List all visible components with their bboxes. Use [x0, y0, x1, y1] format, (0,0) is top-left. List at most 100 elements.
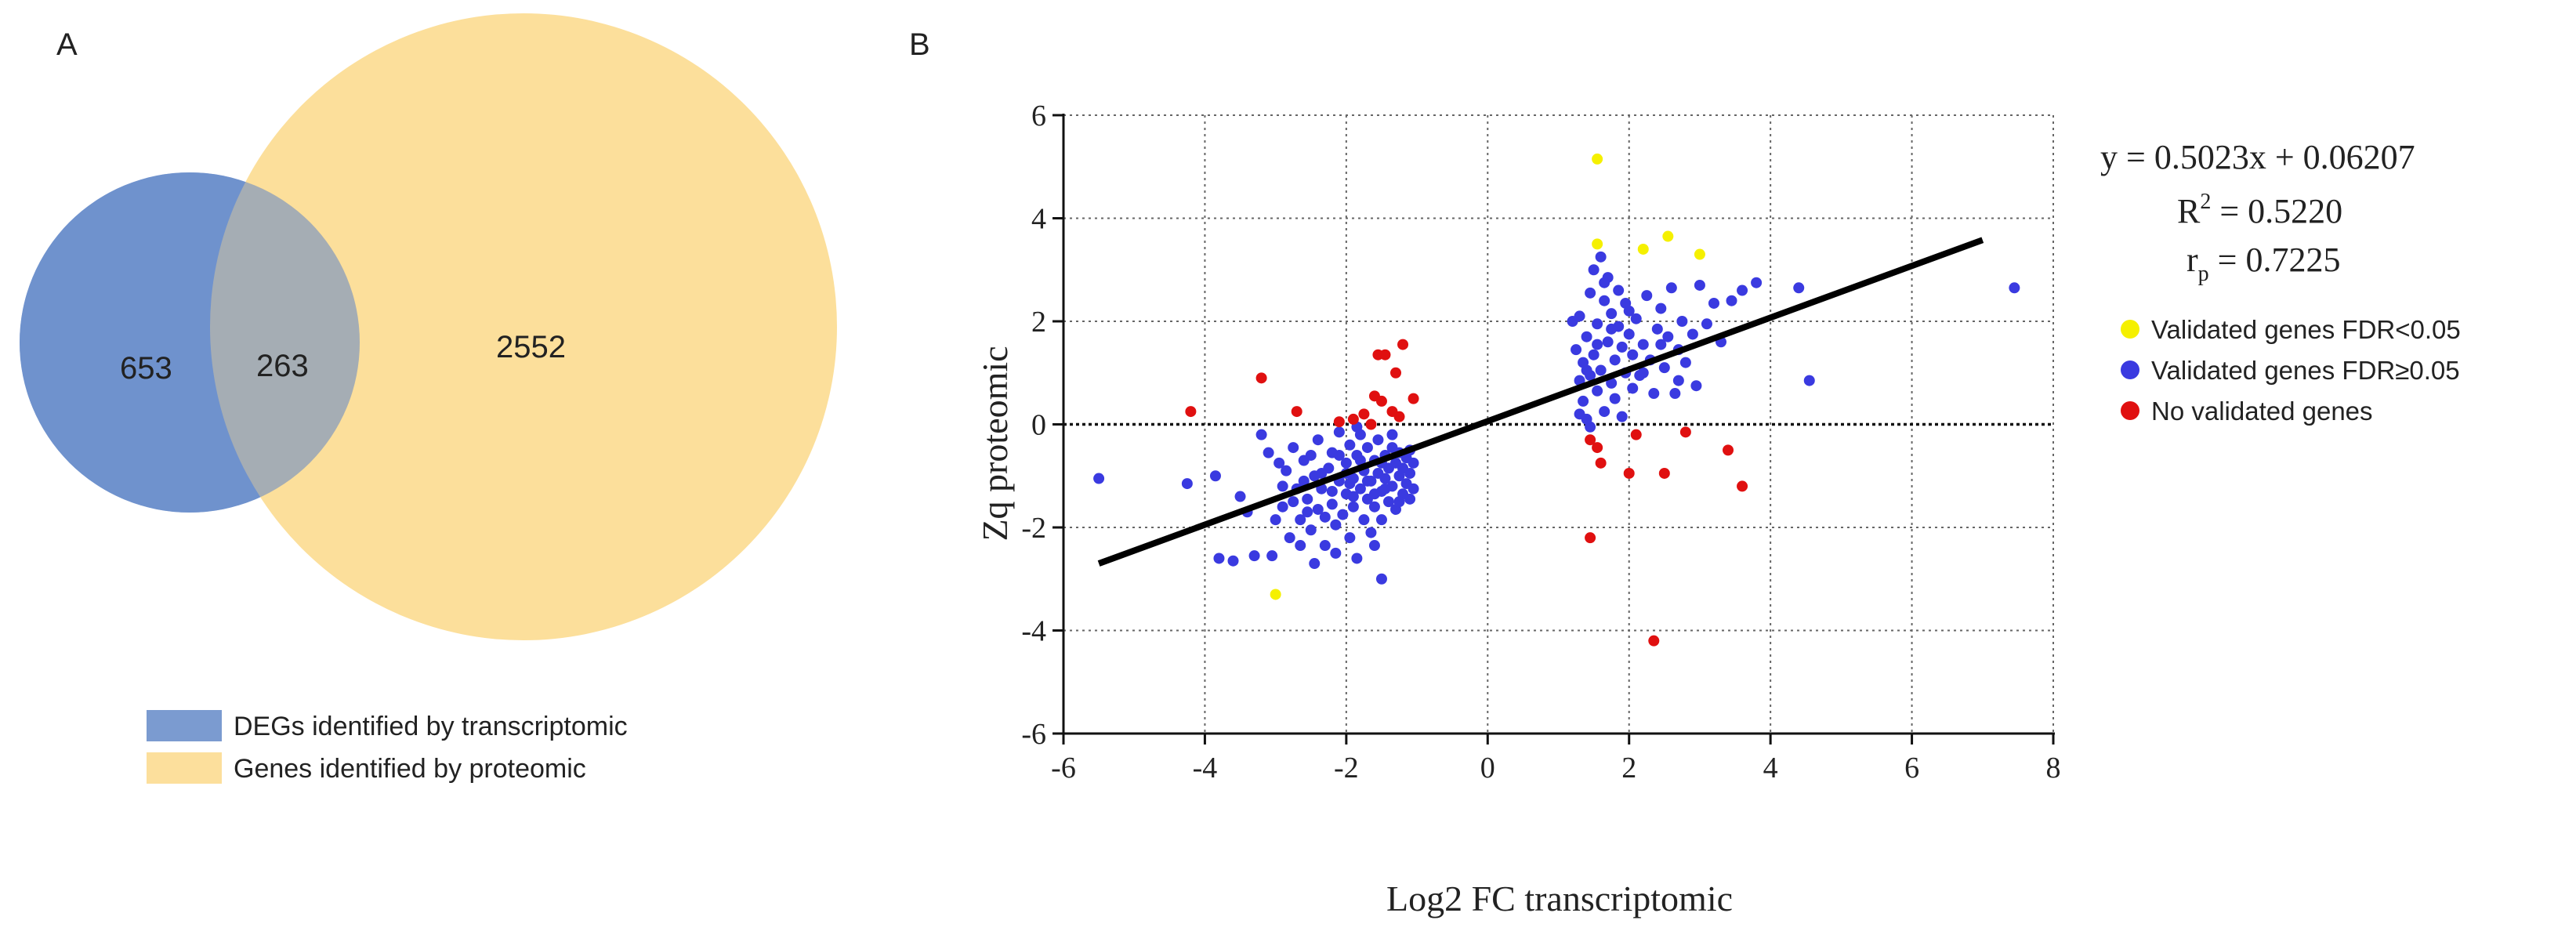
- data-point: [1354, 483, 1366, 495]
- data-point: [1263, 447, 1274, 458]
- data-point: [1365, 527, 1377, 538]
- data-point: [1358, 408, 1370, 420]
- venn-count-transcriptomic-only: 653: [120, 351, 172, 386]
- data-point: [1665, 282, 1677, 294]
- y-tick-label: 0: [1031, 409, 1046, 442]
- data-point: [1679, 426, 1691, 438]
- data-point: [1630, 429, 1642, 440]
- data-point: [1637, 367, 1649, 379]
- data-point: [1627, 349, 1639, 360]
- data-point: [1602, 336, 1614, 348]
- data-point: [1655, 339, 1667, 350]
- data-point: [1606, 323, 1618, 335]
- data-point: [1277, 501, 1288, 513]
- r-squared: R2 = 0.5220: [2177, 190, 2342, 230]
- data-point: [1347, 491, 1359, 502]
- data-point: [1648, 635, 1660, 647]
- data-point: [1185, 406, 1197, 418]
- data-point: [1658, 467, 1670, 479]
- data-point: [1397, 339, 1409, 350]
- data-point: [1672, 375, 1684, 386]
- data-point: [1574, 408, 1585, 420]
- data-point: [1648, 388, 1660, 400]
- data-point: [1658, 362, 1670, 374]
- data-point: [1358, 514, 1370, 526]
- data-point: [1595, 457, 1607, 469]
- data-point: [1379, 473, 1391, 484]
- r-squared-value: = 0.5220: [2211, 192, 2342, 230]
- data-point: [1592, 339, 1603, 350]
- data-point: [1676, 316, 1688, 327]
- pearson-r-value: = 0.7225: [2209, 241, 2341, 279]
- data-point: [1340, 457, 1352, 469]
- legend-label-fdr-significant: Validated genes FDR<0.05: [2151, 315, 2461, 344]
- data-point: [1592, 442, 1603, 454]
- data-point: [1234, 491, 1246, 502]
- data-point: [1347, 413, 1359, 425]
- legend-dot-fdr-significant: [2121, 320, 2139, 339]
- data-point: [1574, 310, 1585, 322]
- data-point: [1330, 519, 1342, 531]
- data-point: [1281, 465, 1292, 476]
- axis-ticks: -6 -4 -2 0 2 4 6 8 -6 -4 -2 0 2 4 6: [1021, 100, 2060, 784]
- data-point: [1305, 449, 1317, 461]
- data-point: [1751, 277, 1763, 288]
- data-point: [1651, 323, 1663, 335]
- data-point: [1599, 277, 1610, 288]
- data-point: [1630, 313, 1642, 324]
- data-point: [1295, 540, 1306, 552]
- data-point: [1302, 493, 1313, 505]
- data-point: [1679, 357, 1691, 368]
- data-point: [1708, 297, 1719, 309]
- data-point: [1347, 501, 1359, 513]
- data-point: [1361, 475, 1373, 487]
- data-point: [1581, 364, 1592, 376]
- data-point: [1637, 243, 1649, 255]
- regression-line: [1097, 237, 1984, 567]
- data-point: [1616, 341, 1628, 353]
- data-point: [1375, 573, 1387, 585]
- data-point: [1309, 558, 1321, 570]
- data-point: [1213, 553, 1225, 564]
- data-point: [1284, 532, 1295, 544]
- data-point: [1270, 589, 1281, 600]
- equation-line: y = 0.5023x + 0.06207: [2100, 138, 2415, 176]
- x-axis-label: Log2 FC transcriptomic: [1386, 879, 1733, 918]
- data-point: [1701, 318, 1712, 330]
- data-point: [1337, 509, 1349, 520]
- data-point: [1694, 248, 1705, 260]
- legend-swatch-transcriptomic: [147, 710, 222, 741]
- y-tick-label: -6: [1021, 718, 1046, 751]
- data-point: [1592, 153, 1603, 165]
- y-axis-label: Zq proteomic: [975, 346, 1015, 541]
- data-point: [1288, 442, 1299, 454]
- r-squared-symbol: R: [2177, 192, 2201, 230]
- data-point: [1571, 344, 1582, 356]
- data-point: [1599, 406, 1610, 418]
- data-point: [1361, 442, 1373, 454]
- x-tick-label: 4: [1763, 752, 1778, 784]
- data-point: [1330, 547, 1342, 559]
- data-point: [1372, 434, 1384, 446]
- data-point: [1379, 483, 1391, 495]
- y-tick-label: 2: [1031, 306, 1046, 339]
- data-point: [1588, 349, 1600, 360]
- data-point: [1375, 395, 1387, 407]
- legend-label-proteomic: Genes identified by proteomic: [234, 754, 586, 784]
- venn-circle-proteomic: [210, 13, 837, 640]
- data-point: [1365, 418, 1377, 430]
- venn-overlap-tint: [20, 172, 360, 513]
- legend-label-transcriptomic: DEGs identified by transcriptomic: [234, 712, 628, 741]
- data-point: [1599, 295, 1610, 306]
- data-point: [1291, 406, 1302, 418]
- legend-swatch-proteomic: [147, 752, 222, 784]
- data-point: [1662, 331, 1674, 342]
- data-point: [1227, 555, 1239, 567]
- data-point: [1637, 339, 1649, 350]
- data-point: [1302, 506, 1313, 518]
- data-point: [1609, 393, 1621, 404]
- y-tick-label: 6: [1031, 100, 1046, 132]
- data-point: [1305, 524, 1317, 536]
- data-point: [1669, 388, 1681, 400]
